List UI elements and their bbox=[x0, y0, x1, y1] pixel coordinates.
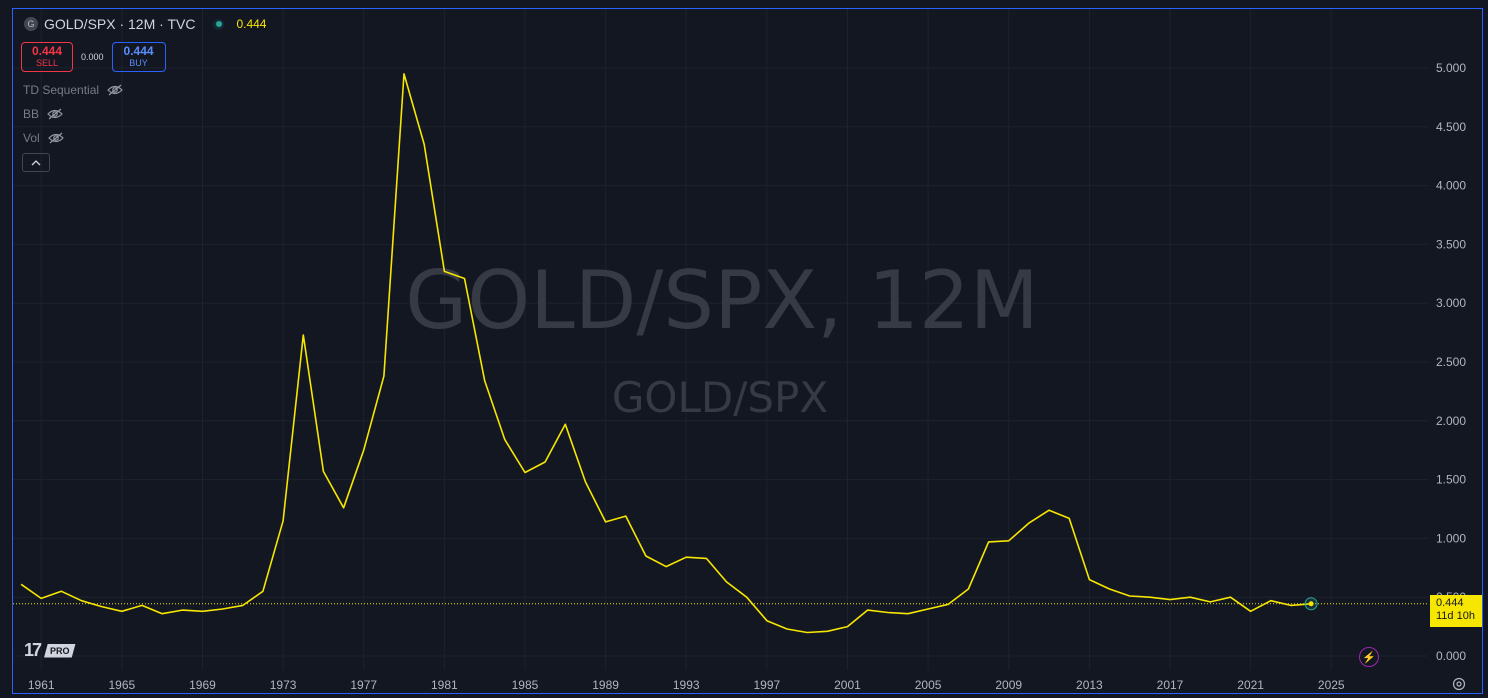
x-tick-label: 2013 bbox=[1076, 678, 1103, 692]
x-tick-label: 2005 bbox=[915, 678, 942, 692]
series-line[interactable] bbox=[20, 73, 1312, 634]
symbol-title[interactable]: GOLD/SPX · 12M · TVC bbox=[44, 16, 196, 32]
x-tick-label: 2009 bbox=[995, 678, 1022, 692]
symbol-logo-icon[interactable]: G bbox=[24, 17, 38, 31]
lightning-icon[interactable]: ⚡ bbox=[1359, 647, 1379, 667]
x-tick-label: 1965 bbox=[108, 678, 135, 692]
x-tick-label: 1961 bbox=[28, 678, 55, 692]
watermark-subtitle: GOLD/SPX bbox=[612, 373, 828, 422]
x-tick-label: 1993 bbox=[673, 678, 700, 692]
price-tag-value: 0.444 bbox=[1436, 597, 1464, 609]
indicator-label: Vol bbox=[23, 131, 40, 145]
y-tick-label: 2.000 bbox=[1436, 414, 1466, 428]
eye-off-icon[interactable] bbox=[107, 84, 123, 96]
y-axis: 0.0000.5001.0001.5002.0002.5003.0003.500… bbox=[1436, 61, 1466, 663]
sell-price: 0.444 bbox=[31, 44, 63, 58]
spread-value: 0.000 bbox=[81, 52, 104, 62]
x-tick-label: 1977 bbox=[350, 678, 377, 692]
chart-frame bbox=[12, 8, 1483, 694]
y-tick-label: 1.500 bbox=[1436, 473, 1466, 487]
y-tick-label: 1.000 bbox=[1436, 531, 1466, 545]
sell-label: SELL bbox=[35, 58, 59, 68]
indicator-label: BB bbox=[23, 107, 40, 121]
x-tick-label: 2025 bbox=[1318, 678, 1345, 692]
x-tick-label: 1985 bbox=[512, 678, 539, 692]
x-tick-label: 2021 bbox=[1237, 678, 1264, 692]
x-tick-label: 1997 bbox=[754, 678, 781, 692]
tv-logo-mark: 17 bbox=[24, 640, 42, 660]
x-tick-label: 2017 bbox=[1157, 678, 1184, 692]
grid-layer bbox=[13, 9, 1428, 670]
last-price: 0.444 bbox=[236, 17, 267, 31]
indicator-bb[interactable]: BB bbox=[23, 107, 63, 121]
indicator-td-sequential[interactable]: TD Sequential bbox=[23, 83, 123, 97]
indicator-vol[interactable]: Vol bbox=[23, 131, 64, 145]
y-tick-label: 5.000 bbox=[1436, 61, 1466, 75]
eye-off-icon[interactable] bbox=[47, 108, 63, 120]
price-tag-countdown: 11d 10h bbox=[1436, 610, 1475, 622]
buy-label: BUY bbox=[129, 58, 148, 68]
x-tick-label: 1981 bbox=[431, 678, 458, 692]
y-tick-label: 3.500 bbox=[1436, 237, 1466, 251]
chart-header: G GOLD/SPX · 12M · TVC 0.444 bbox=[24, 16, 266, 32]
sell-button[interactable]: 0.444 SELL bbox=[21, 42, 73, 72]
y-tick-label: 4.500 bbox=[1436, 120, 1466, 134]
tradingview-logo[interactable]: 17 PRO bbox=[24, 640, 76, 661]
y-tick-label: 4.000 bbox=[1436, 179, 1466, 193]
indicator-label: TD Sequential bbox=[23, 83, 100, 97]
last-point-marker[interactable] bbox=[1308, 601, 1314, 607]
y-tick-label: 2.500 bbox=[1436, 355, 1466, 369]
series-layer bbox=[13, 73, 1428, 634]
y-tick-label: 3.000 bbox=[1436, 296, 1466, 310]
market-status-icon[interactable] bbox=[213, 18, 225, 30]
chevron-up-icon bbox=[31, 159, 41, 165]
settings-icon[interactable] bbox=[1452, 677, 1466, 691]
pro-badge: PRO bbox=[44, 643, 76, 658]
buy-price: 0.444 bbox=[123, 44, 154, 58]
x-axis: 1961 1965 1969 1973 1977 1981 1985 1989 1993 1997… bbox=[28, 678, 1345, 692]
y-tick-label: 0.000 bbox=[1436, 649, 1466, 663]
trade-panel: 0.444 SELL 0.000 0.444 BUY bbox=[21, 42, 166, 72]
x-tick-label: 1989 bbox=[592, 678, 619, 692]
collapse-legend-button[interactable] bbox=[22, 153, 50, 172]
x-tick-label: 1969 bbox=[189, 678, 216, 692]
buy-button[interactable]: 0.444 BUY bbox=[111, 42, 166, 72]
eye-off-icon[interactable] bbox=[47, 132, 64, 144]
current-price-label: 0.444 11d 10h bbox=[1430, 595, 1482, 627]
x-tick-label: 2001 bbox=[834, 678, 861, 692]
x-tick-label: 1973 bbox=[270, 678, 297, 692]
watermark-title: GOLD/SPX, 12M bbox=[405, 254, 1039, 347]
